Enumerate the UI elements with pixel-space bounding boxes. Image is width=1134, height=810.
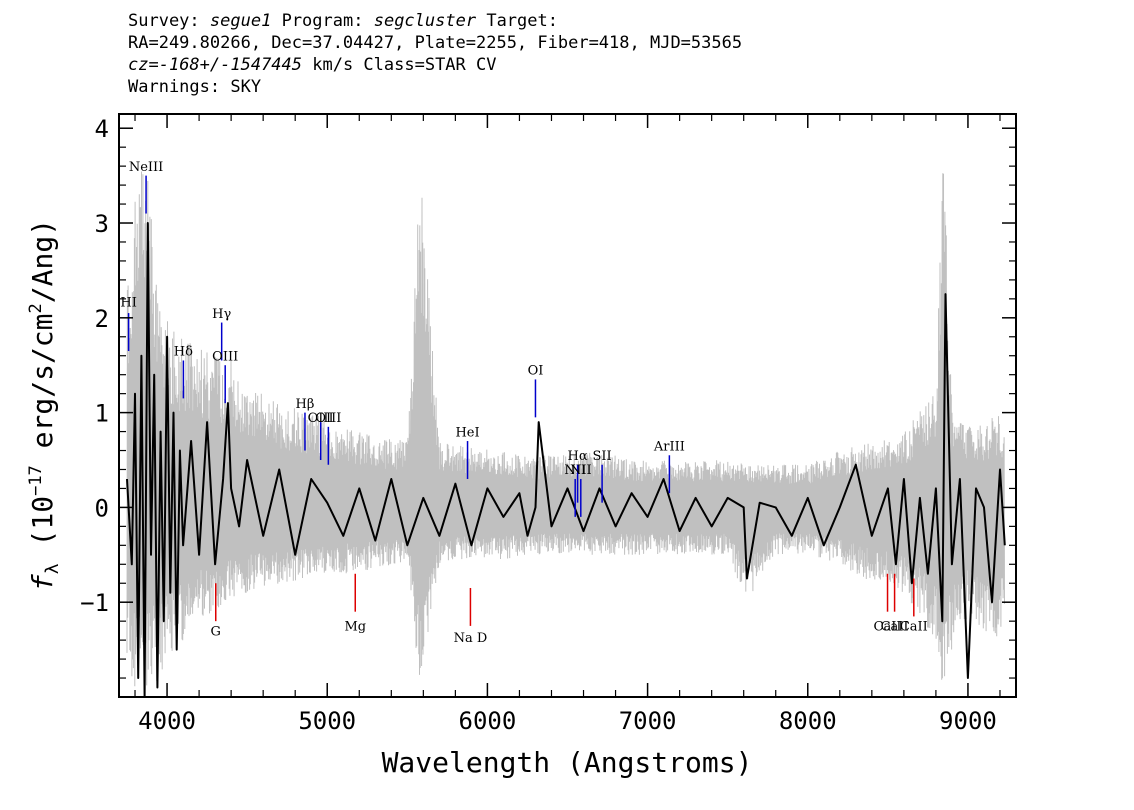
plot-frame	[118, 113, 1017, 698]
emission-line-label: Hδ	[174, 345, 193, 360]
y-tick-label: 4	[95, 115, 109, 143]
emission-line-label: ArIII	[653, 440, 685, 455]
x-tick-label: 4000	[138, 707, 196, 735]
emission-line-label: OIII	[212, 349, 238, 364]
absorption-line-label: Mg	[344, 620, 366, 635]
survey-name: segue1	[209, 11, 272, 31]
y-tick-label: 2	[95, 305, 109, 333]
x-tick-label: 8000	[779, 707, 837, 735]
axes: 4000 5000 6000 7000 8000 9000 −1 0 1 2 3 4	[80, 113, 1017, 735]
emission-line-label: OI	[528, 364, 544, 379]
emission-line-label: Hγ	[212, 307, 231, 322]
y-tick-label: 1	[95, 400, 109, 428]
header-line-2: RA=249.80266, Dec=37.04427, Plate=2255, …	[128, 33, 743, 53]
emission-line-label: HeI	[455, 425, 479, 440]
x-tick-label: 9000	[939, 707, 997, 735]
y-tick-label: 3	[95, 210, 109, 238]
emission-line-label: NeIII	[129, 160, 163, 175]
absorption-line-label: CaII	[881, 620, 909, 635]
spectrum-header: Survey: segue1 Program: segcluster Targe…	[128, 10, 742, 98]
y-tick-label: 0	[95, 494, 109, 522]
y-tick-label: −1	[80, 589, 109, 617]
emission-line-label: OIII	[308, 411, 334, 426]
emission-line-label: SII	[593, 449, 612, 464]
x-tick-label: 7000	[619, 707, 677, 735]
flux-line	[126, 222, 1006, 697]
flux-series	[126, 222, 1006, 697]
noise-envelope-trace	[126, 171, 1005, 687]
y-axis-label: fλ (10−17 erg/s/cm2/Ang)	[26, 219, 63, 591]
emission-line-label: HI	[120, 295, 136, 310]
emission-line-label: Hβ	[296, 397, 315, 412]
program-name: segcluster	[373, 11, 477, 31]
emission-line-label: Hα	[568, 449, 588, 464]
header-line-3: cz=-168+/-1547445 km/s Class=STAR CV	[128, 55, 497, 75]
absorption-line-label: CaII	[874, 620, 902, 635]
x-axis-label: Wavelength (Angstroms)	[382, 746, 753, 779]
noise-envelope	[126, 171, 1005, 687]
absorption-line-label: CaII	[900, 620, 928, 635]
spectral-lines: HINeIIIHδHγOIIIHβOIIIOIIIHeIOINIIHαNIISI…	[120, 160, 927, 646]
cz-value: -168+/-1547445	[158, 55, 303, 75]
header-line-4: Warnings: SKY	[128, 77, 262, 97]
absorption-line-label: Na D	[454, 631, 488, 646]
header-line-1: Survey: segue1 Program: segcluster Targe…	[128, 11, 558, 31]
emission-line-label: OIII	[315, 411, 341, 426]
x-tick-label: 5000	[298, 707, 356, 735]
x-tick-label: 6000	[459, 707, 517, 735]
emission-line-label: NII	[570, 463, 592, 478]
absorption-line-label: G	[211, 624, 221, 639]
emission-line-label: NII	[564, 463, 586, 478]
